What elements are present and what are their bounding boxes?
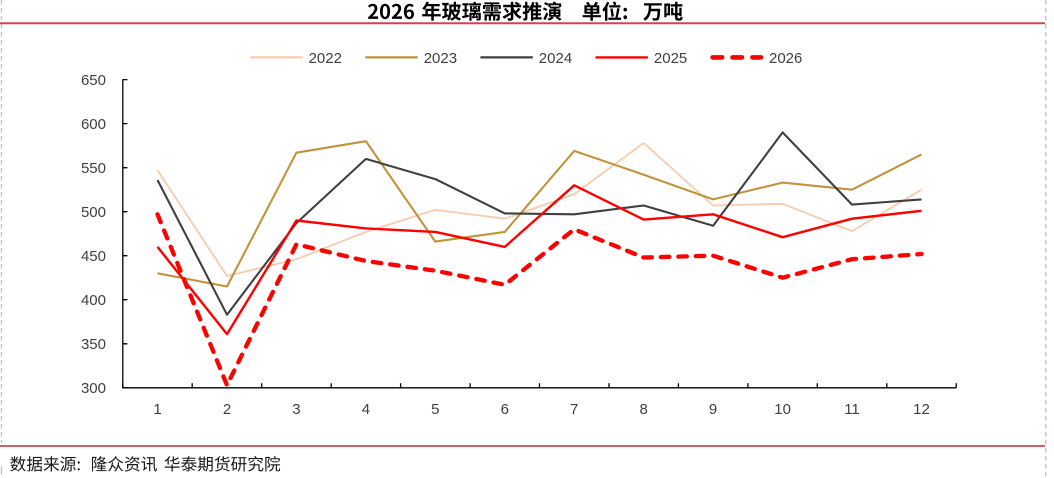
svg-text:2022: 2022 [309, 50, 342, 67]
svg-text:11: 11 [844, 401, 860, 418]
svg-text:2024: 2024 [539, 50, 572, 67]
svg-text:500: 500 [81, 204, 106, 221]
svg-text:12: 12 [913, 401, 930, 418]
svg-text:650: 650 [81, 72, 106, 89]
svg-text:300: 300 [81, 380, 106, 397]
svg-text:5: 5 [431, 401, 439, 418]
svg-text:400: 400 [81, 292, 106, 309]
svg-text:2: 2 [223, 401, 231, 418]
svg-text:2025: 2025 [654, 50, 687, 67]
svg-text:600: 600 [81, 116, 106, 133]
svg-text:3: 3 [292, 401, 300, 418]
svg-text:6: 6 [501, 401, 509, 418]
svg-text:450: 450 [81, 248, 106, 265]
svg-text:9: 9 [709, 401, 717, 418]
svg-text:8: 8 [640, 401, 648, 418]
svg-text:7: 7 [570, 401, 578, 418]
svg-text:2023: 2023 [424, 50, 457, 67]
svg-text:350: 350 [81, 336, 106, 353]
svg-text:550: 550 [81, 160, 106, 177]
svg-text:10: 10 [774, 401, 791, 418]
svg-text:4: 4 [362, 401, 370, 418]
svg-text:2026: 2026 [769, 50, 802, 67]
svg-text:1: 1 [153, 401, 161, 418]
